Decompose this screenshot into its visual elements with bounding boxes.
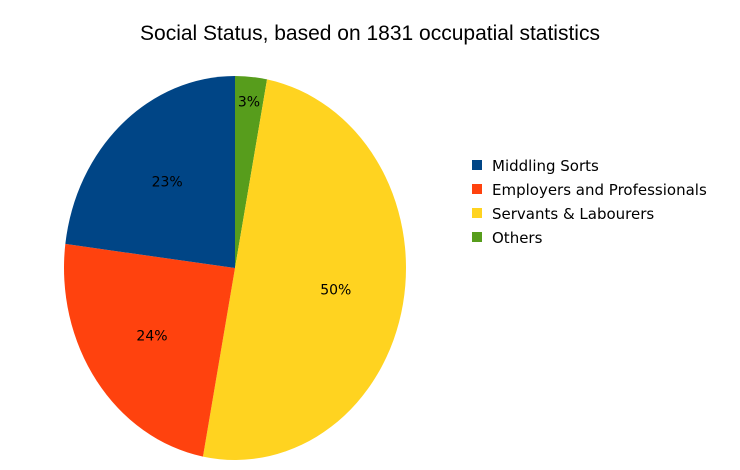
legend-swatch-servants-labourers [472,208,482,218]
data-label-employers-and-professionals: 24% [136,329,167,345]
chart-title: Social Status, based on 1831 occupatial … [140,22,600,45]
pie-slice-others [235,76,268,268]
legend-label-others: Others [492,229,543,247]
legend-swatch-middling-sorts [472,160,482,170]
data-label-others: 3% [238,95,260,111]
data-label-middling-sorts: 23% [152,175,183,191]
legend-label-employers-and-professionals: Employers and Professionals [492,181,707,199]
pie-slice-middling-sorts [65,76,235,268]
legend-swatch-employers-and-professionals [472,184,482,194]
legend-label-servants-labourers: Servants & Labourers [492,205,654,223]
pie-slice-servants-labourers [202,79,407,460]
data-label-servants-labourers: 50% [320,283,351,299]
pie-data-labels: 3% 50% 24% 23% [136,95,351,345]
pie-slice-employers-and-professionals [64,243,236,457]
chart-legend: Middling Sorts Employers and Professional… [472,157,707,247]
pie-slices [64,76,407,460]
legend-swatch-others [472,232,482,242]
legend-label-middling-sorts: Middling Sorts [492,157,599,175]
